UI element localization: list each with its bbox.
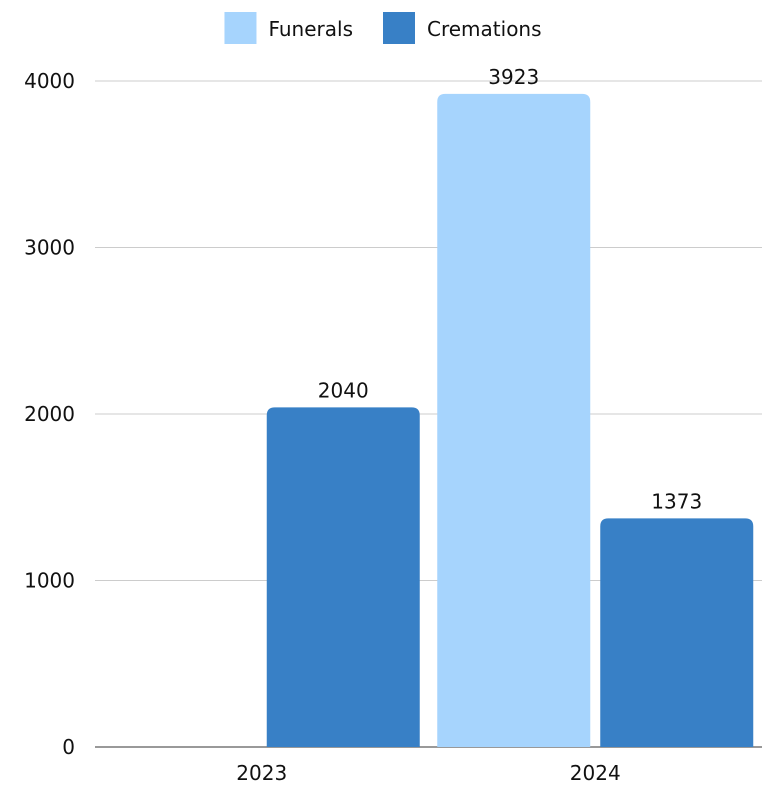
y-axis-tick-labels: 0 1000 2000 3000 4000 bbox=[24, 69, 75, 759]
bar-cremations-2023 bbox=[266, 407, 420, 747]
legend-swatch-funerals bbox=[224, 12, 257, 44]
data-label-cremations-2024: 1373 bbox=[651, 489, 702, 513]
legend-label-funerals: Funerals bbox=[268, 17, 353, 41]
y-tick-label: 4000 bbox=[24, 69, 75, 93]
y-tick-label: 0 bbox=[62, 735, 75, 759]
y-tick-label: 1000 bbox=[24, 569, 75, 593]
legend-swatch-cremations bbox=[383, 12, 415, 44]
legend-label-cremations: Cremations bbox=[427, 17, 542, 41]
bar-cremations-2024 bbox=[600, 518, 754, 747]
x-axis-tick-labels: 2023 2024 bbox=[236, 761, 620, 785]
data-label-cremations-2023: 2040 bbox=[318, 378, 369, 402]
bar-funerals-2024 bbox=[437, 93, 591, 748]
x-tick-label-2024: 2024 bbox=[570, 761, 621, 785]
y-tick-label: 3000 bbox=[24, 236, 75, 260]
data-labels: 2040 3923 1373 bbox=[318, 65, 702, 514]
data-label-funerals-2024: 3923 bbox=[488, 65, 539, 89]
bars bbox=[266, 93, 754, 748]
legend: Funerals Cremations bbox=[224, 12, 542, 44]
y-tick-label: 2000 bbox=[24, 402, 75, 426]
x-tick-label-2023: 2023 bbox=[236, 761, 287, 785]
